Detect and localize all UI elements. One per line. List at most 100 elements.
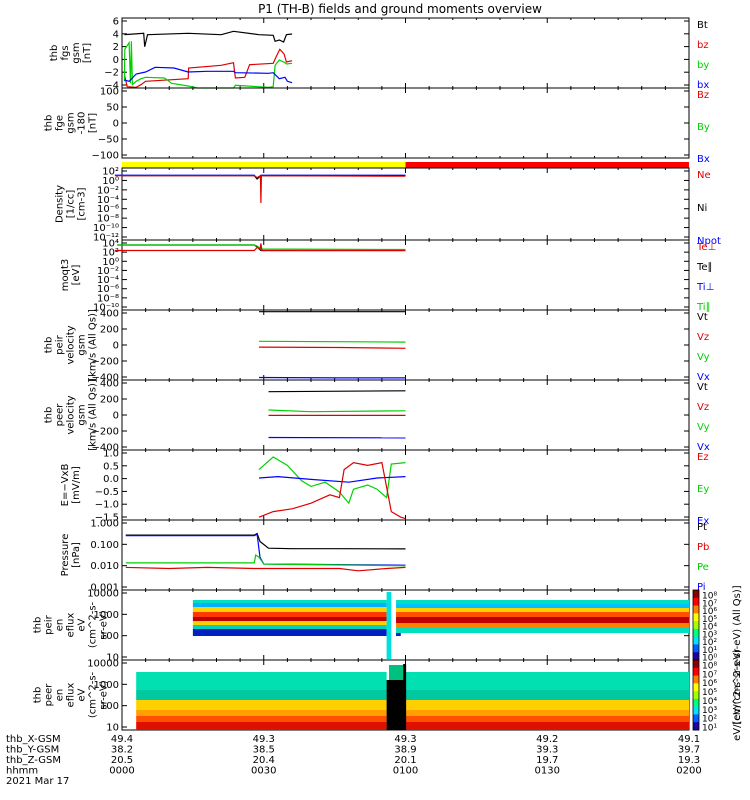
y-tick-label: 10⁻¹² <box>93 233 119 244</box>
panel-7: E=−VxB [mV/m] 1.00.5 0.0 −0.5 −1.0 −1.5 Ez Ey Ex <box>60 449 709 528</box>
colorbar-tick-label: 10⁸ <box>702 592 717 602</box>
y-tick-label: 1000 <box>94 610 119 621</box>
colorbar-tick-label: 10⁴ <box>702 697 717 707</box>
y-axis-label-line: thb <box>44 407 55 424</box>
spectrogram-band <box>192 625 387 629</box>
colorbar-tick-label: 10⁶ <box>702 679 717 689</box>
bottom-row-label: thb_X-GSM <box>6 734 61 745</box>
y-tick-label: 400 <box>100 379 119 390</box>
series-line-green <box>117 244 406 251</box>
spectrogram-band <box>136 690 387 700</box>
y-tick-label: 0 <box>113 119 119 130</box>
y-tick-label: 10⁻² <box>97 266 119 277</box>
colorbar-segment <box>693 605 699 614</box>
spectrogram-band <box>136 672 387 690</box>
spectrogram-band <box>192 621 387 625</box>
y-axis-label-line: [km/s (All Qs)] <box>88 379 99 451</box>
y-tick-label: 10⁻² <box>97 185 119 196</box>
colorbar-segment <box>693 722 699 731</box>
y-tick-label: −400 <box>92 443 119 454</box>
panel-1: thb fgs gsm [nT] 64 2 0 −2 −4 Bt bz by bx <box>49 17 709 92</box>
y-axis-label-line: gsm <box>77 334 88 355</box>
spectrogram-band <box>405 690 689 700</box>
spectrogram-gap <box>386 680 406 730</box>
bottom-row-label: hhmm <box>6 766 38 777</box>
colorbar-segment <box>693 698 699 708</box>
colorbar-tick-label: 10³ <box>702 706 717 716</box>
legend-Ti∥: Ti∥ <box>696 302 711 313</box>
y-axis-label-line: (cm^2-s- <box>88 671 99 718</box>
legend-Vz: Vz <box>697 402 709 413</box>
panel-6: thb peer velocity gsm [km/s (All Qs)] 400 200 0… <box>44 379 710 454</box>
status-bar-yellow <box>122 162 406 168</box>
y-axis-label-line: eV <box>77 618 88 631</box>
panel-frame <box>121 17 690 89</box>
colorbar-tick-label: 10⁶ <box>702 607 717 617</box>
y-tick-label: 10⁻⁶ <box>97 204 119 215</box>
bottom-row-value: 49.3 <box>394 734 416 745</box>
colorbar-tick-label: 10⁴ <box>702 623 717 633</box>
legend-Pt: Pt <box>697 522 707 533</box>
series-line-red <box>258 461 406 520</box>
colorbar-tick-label: 10¹ <box>702 724 717 734</box>
bottom-row-value: 0200 <box>676 766 701 777</box>
panel-9: thb peir en eflux eV (cm^2-s-sr-eV)1000010001… <box>33 585 744 724</box>
colorbar-tick-label: 10⁸ <box>702 662 717 672</box>
y-tick-label: 0.100 <box>90 540 119 551</box>
y-tick-label: 1.0 <box>103 449 119 460</box>
spectrogram-band <box>396 617 689 623</box>
legend-Vx: Vx <box>697 442 710 453</box>
y-tick-label: −50 <box>98 135 119 146</box>
bottom-row-value: 0000 <box>109 766 134 777</box>
bottom-row-value: 49.2 <box>536 734 558 745</box>
legend-Ne: Ne <box>697 170 711 181</box>
y-axis-label-line: peir <box>44 614 55 634</box>
y-tick-label: 10⁻¹⁰ <box>93 223 119 234</box>
legend-Vx: Vx <box>697 372 710 383</box>
y-tick-label: 10⁻⁸ <box>97 214 119 225</box>
y-tick-label: 200 <box>100 395 119 406</box>
spectrogram-band <box>405 716 689 722</box>
y-tick-label: 6 <box>113 17 119 28</box>
y-tick-label: 10⁻⁶ <box>97 284 119 295</box>
legend-Te∥: Te∥ <box>696 262 713 273</box>
series-line-green <box>258 456 406 505</box>
y-tick-label: −200 <box>92 357 119 368</box>
bottom-row-value: 38.5 <box>253 745 275 756</box>
y-tick-label: 1.000 <box>90 519 119 530</box>
bottom-row-value: 49.4 <box>111 734 133 745</box>
series-line-red <box>125 566 406 572</box>
y-tick-label: 200 <box>100 325 119 336</box>
legend-Npot: Npot <box>697 236 721 247</box>
panel-3: Density [1/cc] [cm-3]10²10⁰10⁻²10⁻⁴10⁻⁶10⁻… <box>55 167 721 248</box>
bottom-row-value: 49.1 <box>678 734 700 745</box>
spectrogram-gap-top <box>388 665 404 680</box>
colorbar-segment <box>693 628 699 638</box>
colorbar-segment <box>693 652 699 661</box>
bottom-row-label: thb_Z-GSM <box>6 755 61 766</box>
colorbar-segment <box>693 644 699 653</box>
panel-10: thb peer en eflux eV (cm^2-s-sr-eV) 10000 1000 1… <box>33 649 744 741</box>
legend-bx: bx <box>697 80 709 91</box>
y-axis-label-line: [mV/m] <box>71 466 82 504</box>
bottom-row-value: 49.3 <box>253 734 275 745</box>
spectrogram-band <box>192 600 387 603</box>
y-tick-label: 10⁰ <box>102 176 119 187</box>
colorbar-segment <box>693 621 699 630</box>
y-axis-label-line: gsm <box>66 112 77 133</box>
y-tick-label: −1.5 <box>95 513 119 524</box>
bottom-row-value: 19.7 <box>536 755 558 766</box>
y-axis-label-line: [nT] <box>82 43 93 63</box>
y-tick-label: 10² <box>102 248 119 259</box>
y-tick-label: 10² <box>102 167 119 178</box>
y-axis-label-line: [km/s (All Qs)] <box>88 309 99 381</box>
y-tick-label: 0.0 <box>103 474 119 485</box>
y-axis-label-line: en <box>55 619 66 632</box>
bottom-date: 2021 Mar 17 <box>6 776 69 787</box>
y-axis-label-line: sr-eV) <box>99 680 110 709</box>
y-axis-label-line: thb <box>33 617 44 634</box>
y-tick-label: 2 <box>113 42 119 53</box>
y-axis-label-line: Pressure <box>60 534 71 577</box>
y-tick-label: 10000 <box>87 659 119 670</box>
colorbar-segment <box>693 714 699 723</box>
